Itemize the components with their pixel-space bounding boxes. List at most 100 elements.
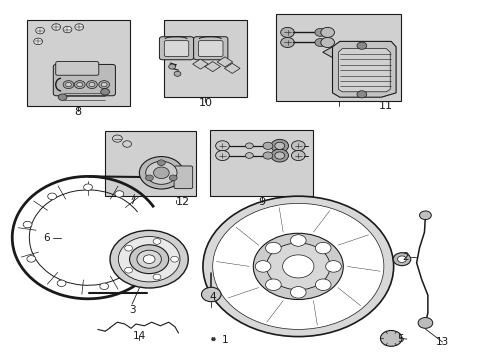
Circle shape (137, 250, 161, 268)
Circle shape (110, 230, 188, 288)
Circle shape (253, 233, 343, 300)
Circle shape (34, 38, 42, 45)
Circle shape (169, 175, 177, 181)
Circle shape (124, 267, 132, 273)
Circle shape (75, 24, 83, 30)
Circle shape (419, 211, 430, 220)
Text: 7: 7 (128, 196, 135, 206)
Polygon shape (204, 62, 220, 72)
Circle shape (265, 242, 281, 254)
Circle shape (315, 279, 330, 291)
Circle shape (320, 27, 334, 37)
Circle shape (266, 243, 329, 290)
Circle shape (282, 255, 313, 278)
Bar (210, 130, 312, 196)
Circle shape (23, 221, 32, 228)
Circle shape (63, 81, 74, 89)
Circle shape (143, 255, 155, 264)
Bar (105, 131, 195, 196)
Text: 2: 2 (402, 252, 408, 262)
Circle shape (170, 256, 178, 262)
Circle shape (139, 157, 183, 189)
Circle shape (274, 152, 284, 159)
Polygon shape (224, 63, 240, 73)
Text: 11: 11 (379, 101, 392, 111)
Circle shape (315, 242, 330, 254)
Circle shape (174, 71, 181, 76)
Text: 14: 14 (132, 330, 146, 341)
Circle shape (118, 237, 180, 282)
Bar (27, 20, 129, 106)
Circle shape (255, 261, 270, 272)
Circle shape (325, 261, 341, 272)
Text: 3: 3 (128, 305, 135, 315)
Circle shape (48, 193, 57, 199)
FancyBboxPatch shape (159, 37, 193, 60)
Circle shape (83, 184, 92, 190)
Circle shape (89, 82, 95, 87)
Text: 13: 13 (435, 337, 448, 347)
Circle shape (356, 42, 366, 49)
Circle shape (168, 64, 175, 69)
Circle shape (27, 256, 36, 262)
Text: 4: 4 (209, 292, 216, 302)
Text: 10: 10 (198, 98, 212, 108)
Circle shape (157, 160, 165, 166)
FancyBboxPatch shape (174, 166, 192, 189)
Circle shape (291, 141, 305, 151)
Circle shape (63, 26, 72, 33)
FancyBboxPatch shape (56, 62, 99, 75)
Text: 5: 5 (397, 334, 404, 344)
Circle shape (320, 37, 334, 48)
Text: 8: 8 (75, 107, 81, 117)
Circle shape (52, 24, 61, 30)
Circle shape (58, 94, 67, 100)
Circle shape (263, 142, 272, 149)
Circle shape (57, 280, 66, 287)
Circle shape (153, 239, 161, 244)
Circle shape (314, 39, 325, 46)
Circle shape (215, 150, 229, 161)
Circle shape (280, 27, 294, 37)
Circle shape (145, 161, 177, 184)
Circle shape (356, 91, 366, 98)
Text: 9: 9 (258, 197, 264, 207)
Circle shape (270, 149, 288, 162)
Circle shape (201, 287, 221, 302)
Circle shape (245, 143, 253, 149)
Circle shape (115, 191, 123, 197)
Text: 1: 1 (221, 335, 228, 345)
Circle shape (99, 81, 109, 89)
Circle shape (290, 287, 305, 298)
Circle shape (314, 28, 325, 36)
Circle shape (397, 256, 406, 262)
Circle shape (122, 141, 131, 147)
Circle shape (274, 142, 284, 149)
Circle shape (124, 245, 132, 251)
Circle shape (101, 89, 109, 95)
Polygon shape (338, 49, 389, 92)
Circle shape (265, 279, 281, 291)
Circle shape (203, 196, 393, 337)
Circle shape (153, 274, 161, 280)
Circle shape (77, 82, 82, 87)
Circle shape (245, 153, 253, 158)
Circle shape (392, 253, 410, 266)
FancyBboxPatch shape (164, 41, 188, 57)
Bar (276, 14, 400, 101)
Text: 12: 12 (176, 197, 190, 207)
Circle shape (112, 135, 122, 142)
Polygon shape (192, 59, 208, 69)
Circle shape (263, 152, 272, 159)
Circle shape (86, 81, 97, 89)
Circle shape (215, 141, 229, 151)
Polygon shape (322, 47, 339, 58)
FancyBboxPatch shape (198, 41, 223, 57)
Circle shape (101, 82, 107, 87)
Circle shape (74, 81, 85, 89)
Circle shape (100, 283, 108, 289)
FancyBboxPatch shape (53, 64, 115, 96)
Circle shape (417, 318, 432, 328)
Bar (163, 20, 246, 97)
Circle shape (290, 235, 305, 246)
